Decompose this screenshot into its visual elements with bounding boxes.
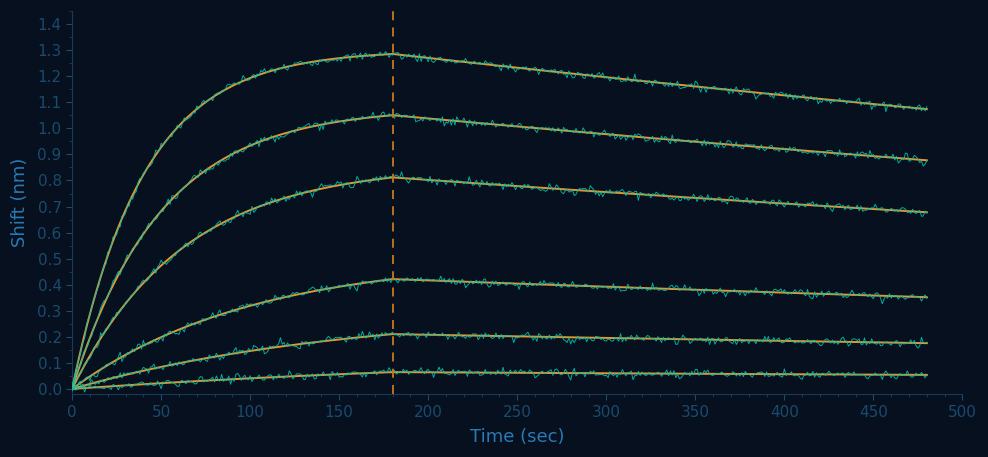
Y-axis label: Shift (nm): Shift (nm) — [11, 158, 29, 247]
X-axis label: Time (sec): Time (sec) — [470, 428, 564, 446]
